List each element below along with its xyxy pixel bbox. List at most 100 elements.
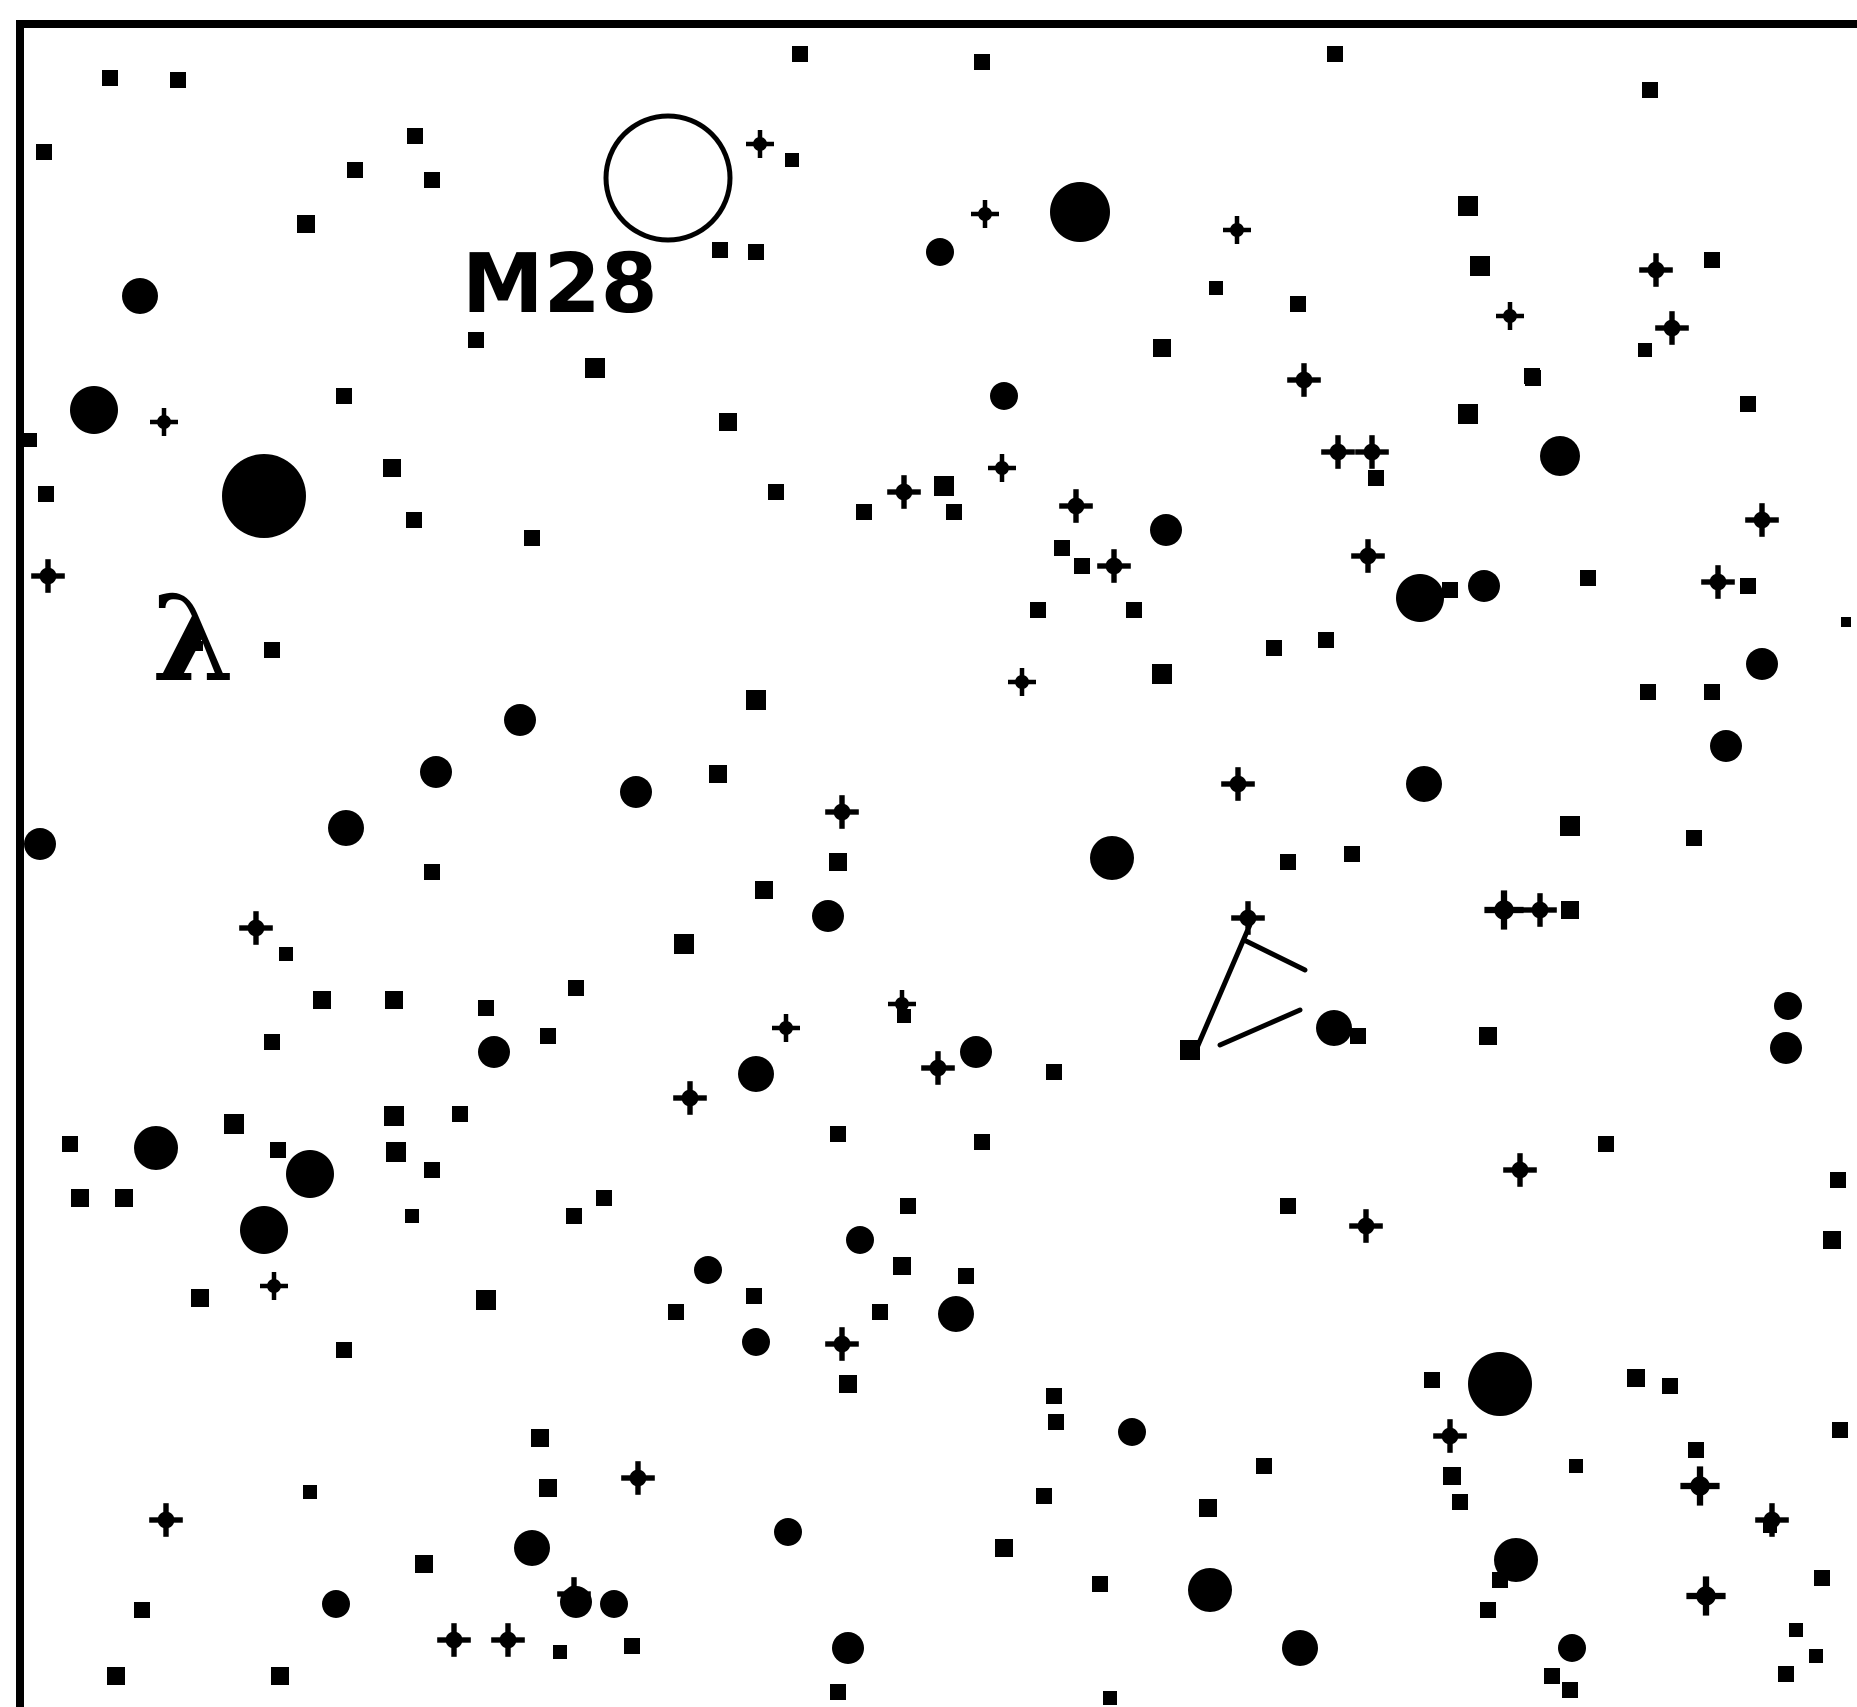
m28-cluster-marker[interactable] <box>603 113 733 243</box>
star-square-9 <box>424 172 440 188</box>
star-disc-168 <box>938 1296 974 1332</box>
star-square-150 <box>596 1190 612 1206</box>
star-square-23 <box>1470 256 1490 276</box>
star-disc-135 <box>286 1150 334 1198</box>
star-square-14 <box>712 242 728 258</box>
star-square-204 <box>134 1602 150 1618</box>
star-square-32 <box>336 388 352 404</box>
star-square-124 <box>1046 1064 1062 1080</box>
star-square-5 <box>1642 82 1658 98</box>
star-plus-62 <box>1321 435 1355 469</box>
star-plus-182 <box>1433 1419 1467 1453</box>
star-square-156 <box>1830 1172 1846 1188</box>
star-disc-198 <box>600 1590 628 1618</box>
star-disc-123 <box>960 1036 992 1068</box>
star-square-142 <box>830 1126 846 1142</box>
star-square-121 <box>897 1009 911 1023</box>
star-square-35 <box>23 433 37 447</box>
star-plus-59 <box>1097 549 1131 583</box>
star-disc-98 <box>24 828 56 860</box>
star-disc-165 <box>846 1226 874 1254</box>
star-disc-99 <box>328 810 364 846</box>
star-plus-140 <box>673 1081 707 1115</box>
star-square-128 <box>1479 1027 1497 1045</box>
star-plus-27 <box>1655 311 1689 345</box>
star-square-176 <box>1256 1458 1272 1474</box>
star-square-136 <box>384 1106 404 1126</box>
star-disc-33 <box>70 386 118 434</box>
star-square-69 <box>1580 570 1596 586</box>
star-square-220 <box>1763 1519 1777 1533</box>
star-disc-161 <box>694 1256 722 1284</box>
star-square-96 <box>1560 816 1580 836</box>
star-square-73 <box>1841 617 1851 627</box>
star-square-167 <box>958 1268 974 1284</box>
star-plus-16 <box>971 200 999 228</box>
star-square-82 <box>1640 684 1656 700</box>
star-disc-66 <box>1396 574 1444 622</box>
star-disc-84 <box>1746 648 1778 680</box>
star-square-4 <box>1327 46 1343 62</box>
star-square-103 <box>755 881 773 899</box>
star-disc-163 <box>742 1328 770 1356</box>
star-square-169 <box>872 1304 888 1320</box>
star-plus-34 <box>150 408 178 436</box>
star-square-49 <box>1153 339 1171 357</box>
star-plus-91 <box>1221 767 1255 801</box>
star-plus-24 <box>1639 253 1673 287</box>
star-square-173 <box>1048 1414 1064 1430</box>
star-square-3 <box>974 54 990 70</box>
star-square-189 <box>531 1429 549 1447</box>
star-square-151 <box>900 1198 916 1214</box>
star-square-148 <box>405 1209 419 1223</box>
star-disc-175 <box>1118 1418 1146 1446</box>
star-square-43 <box>856 504 872 520</box>
star-square-205 <box>107 1667 125 1685</box>
star-disc-17 <box>926 238 954 266</box>
star-disc-47 <box>990 382 1018 410</box>
stars-layer <box>23 46 1851 1705</box>
star-plus-201 <box>491 1623 525 1657</box>
star-plus-10 <box>746 130 774 158</box>
star-square-45 <box>934 476 954 496</box>
chart-frame <box>16 20 1857 1707</box>
star-plus-219 <box>1686 1576 1726 1616</box>
star-square-192 <box>303 1485 317 1499</box>
star-square-42 <box>768 484 784 500</box>
star-plus-153 <box>1503 1153 1537 1187</box>
star-disc-93 <box>1090 836 1134 880</box>
star-square-226 <box>1778 1666 1794 1682</box>
star-disc-86 <box>504 704 536 736</box>
star-plus-147 <box>260 1272 288 1300</box>
star-square-134 <box>270 1142 286 1158</box>
star-disc-92 <box>1406 766 1442 802</box>
star-square-30 <box>468 332 484 348</box>
star-plus-154 <box>1349 1209 1383 1243</box>
star-disc-129 <box>1774 992 1802 1020</box>
star-square-114 <box>540 1028 556 1044</box>
star-square-131 <box>62 1136 78 1152</box>
star-square-41 <box>719 413 737 431</box>
star-plus-200 <box>437 1623 471 1657</box>
star-square-113 <box>568 980 584 996</box>
star-square-139 <box>424 1162 440 1178</box>
star-plus-50 <box>1287 363 1321 397</box>
star-square-152 <box>1280 1198 1296 1214</box>
star-square-184 <box>1452 1494 1468 1510</box>
star-plus-26 <box>1496 302 1524 330</box>
star-square-22 <box>1458 196 1478 216</box>
star-plus-118 <box>772 1014 800 1042</box>
star-square-111 <box>385 991 403 1009</box>
asterism-lines <box>1193 917 1308 1053</box>
star-square-166 <box>893 1257 911 1275</box>
star-square-12 <box>297 215 315 233</box>
star-square-149 <box>566 1208 582 1224</box>
star-square-224 <box>1562 1682 1578 1698</box>
star-plus-65 <box>1351 539 1385 573</box>
star-plus-48 <box>988 454 1016 482</box>
star-square-177 <box>1424 1372 1440 1388</box>
star-disc-125 <box>1316 1010 1352 1046</box>
star-square-145 <box>115 1189 133 1207</box>
star-plus-70 <box>1701 565 1735 599</box>
star-plus-108 <box>1523 893 1557 927</box>
